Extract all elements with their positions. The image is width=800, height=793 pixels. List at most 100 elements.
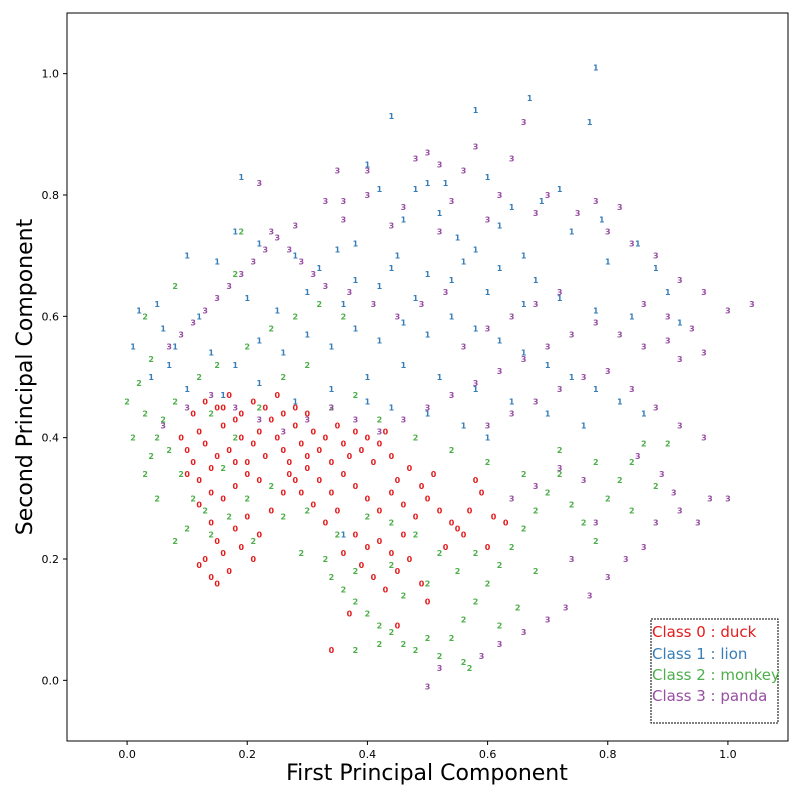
data-point-class-1: 1	[305, 288, 311, 297]
data-point-class-0: 0	[401, 531, 407, 540]
data-point-class-2: 2	[497, 622, 503, 631]
data-point-class-3: 3	[485, 324, 491, 333]
data-point-class-2: 2	[449, 634, 455, 643]
data-point-class-0: 0	[281, 446, 287, 455]
data-point-class-0: 0	[196, 561, 202, 570]
data-point-class-3: 3	[287, 246, 293, 255]
data-point-class-2: 2	[353, 391, 359, 400]
data-point-class-1: 1	[545, 361, 551, 370]
data-point-class-1: 1	[389, 264, 395, 273]
data-point-class-0: 0	[443, 543, 449, 552]
data-point-class-2: 2	[521, 470, 527, 479]
data-point-class-3: 3	[617, 203, 623, 212]
data-point-class-3: 3	[581, 373, 587, 382]
data-point-class-2: 2	[305, 506, 311, 515]
y-tick-label: 1.0	[42, 68, 60, 81]
data-point-class-0: 0	[190, 458, 196, 467]
data-point-class-0: 0	[335, 506, 341, 515]
data-point-class-2: 2	[148, 355, 154, 364]
data-point-class-3: 3	[557, 464, 563, 473]
data-point-class-1: 1	[160, 324, 166, 333]
data-point-class-0: 0	[238, 409, 244, 418]
data-point-class-1: 1	[184, 385, 190, 394]
data-point-class-1: 1	[389, 112, 395, 121]
data-point-class-2: 2	[521, 525, 527, 534]
data-point-class-1: 1	[569, 373, 575, 382]
data-point-class-3: 3	[341, 197, 347, 206]
data-point-class-0: 0	[220, 494, 226, 503]
data-point-class-0: 0	[262, 403, 268, 412]
data-point-class-1: 1	[293, 252, 299, 261]
data-point-class-0: 0	[293, 476, 299, 485]
data-point-class-1: 1	[587, 118, 593, 127]
data-point-class-0: 0	[467, 506, 473, 515]
data-point-class-2: 2	[437, 549, 443, 558]
data-point-class-0: 0	[214, 403, 220, 412]
data-point-class-0: 0	[305, 452, 311, 461]
data-point-class-3: 3	[377, 428, 383, 437]
data-point-class-3: 3	[461, 167, 467, 176]
data-point-class-0: 0	[196, 500, 202, 509]
data-point-class-0: 0	[419, 482, 425, 491]
data-point-class-2: 2	[341, 312, 347, 321]
data-point-class-0: 0	[214, 579, 220, 588]
data-point-class-2: 2	[208, 409, 214, 418]
data-point-class-0: 0	[425, 494, 431, 503]
data-point-class-0: 0	[401, 500, 407, 509]
data-point-class-1: 1	[473, 106, 479, 115]
legend-entry-monkey: Class 2 : monkey	[652, 666, 780, 684]
data-point-class-3: 3	[593, 519, 599, 528]
data-point-class-0: 0	[371, 573, 377, 582]
data-point-class-3: 3	[605, 573, 611, 582]
x-tick-label: 0.6	[479, 748, 497, 761]
data-point-class-2: 2	[353, 646, 359, 655]
data-point-class-3: 3	[509, 155, 515, 164]
data-point-class-1: 1	[353, 324, 359, 333]
data-point-class-0: 0	[371, 458, 377, 467]
data-point-class-3: 3	[443, 288, 449, 297]
data-point-class-3: 3	[281, 428, 287, 437]
data-point-class-3: 3	[395, 312, 401, 321]
data-point-class-3: 3	[401, 203, 407, 212]
data-point-class-3: 3	[677, 276, 683, 285]
data-point-class-3: 3	[323, 282, 329, 291]
data-point-class-1: 1	[425, 331, 431, 340]
data-point-class-0: 0	[365, 434, 371, 443]
data-point-class-2: 2	[154, 494, 160, 503]
data-point-class-1: 1	[172, 343, 178, 352]
data-point-class-1: 1	[305, 331, 311, 340]
data-point-class-3: 3	[509, 312, 515, 321]
data-point-class-1: 1	[443, 179, 449, 188]
data-point-class-2: 2	[485, 458, 491, 467]
data-point-class-0: 0	[329, 646, 335, 655]
data-point-class-1: 1	[635, 240, 641, 249]
data-point-class-2: 2	[154, 434, 160, 443]
data-point-class-1: 1	[539, 197, 545, 206]
data-point-class-2: 2	[142, 470, 148, 479]
data-point-class-1: 1	[208, 349, 214, 358]
data-point-class-3: 3	[275, 233, 281, 242]
data-point-class-0: 0	[359, 561, 365, 570]
data-point-class-0: 0	[250, 397, 256, 406]
x-tick-label: 0.2	[239, 748, 257, 761]
data-point-class-0: 0	[299, 440, 305, 449]
data-point-class-0: 0	[244, 458, 250, 467]
data-point-class-3: 3	[305, 415, 311, 424]
data-point-class-2: 2	[653, 482, 659, 491]
data-point-class-3: 3	[329, 403, 335, 412]
data-point-class-3: 3	[677, 422, 683, 431]
data-point-class-0: 0	[395, 476, 401, 485]
data-point-class-1: 1	[256, 337, 262, 346]
data-point-class-2: 2	[202, 506, 208, 515]
data-point-class-2: 2	[593, 458, 599, 467]
data-point-class-0: 0	[190, 409, 196, 418]
data-point-class-0: 0	[281, 488, 287, 497]
data-point-class-3: 3	[419, 300, 425, 309]
data-point-class-0: 0	[202, 440, 208, 449]
data-point-class-1: 1	[677, 318, 683, 327]
data-point-class-3: 3	[250, 258, 256, 267]
data-point-class-1: 1	[425, 179, 431, 188]
data-point-class-3: 3	[629, 240, 635, 249]
data-point-class-2: 2	[124, 397, 130, 406]
data-point-class-0: 0	[491, 513, 497, 522]
